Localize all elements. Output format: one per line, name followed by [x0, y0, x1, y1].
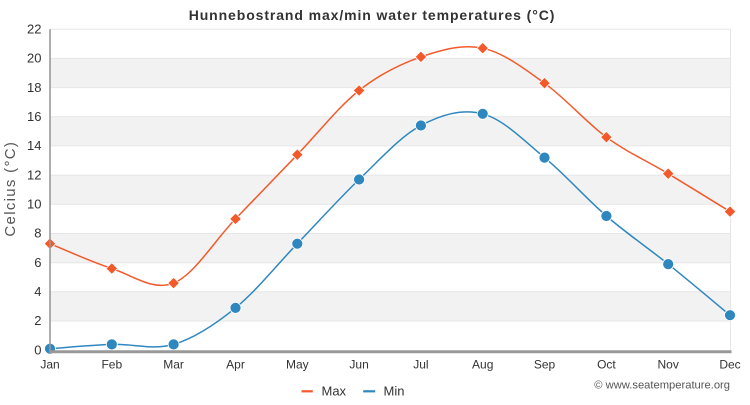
- svg-text:6: 6: [34, 255, 41, 270]
- svg-text:Nov: Nov: [658, 358, 679, 372]
- svg-text:4: 4: [34, 284, 41, 299]
- svg-text:16: 16: [27, 109, 41, 124]
- svg-text:Sep: Sep: [534, 358, 556, 372]
- svg-text:Oct: Oct: [597, 358, 616, 372]
- svg-text:Celcius (°C): Celcius (°C): [2, 141, 19, 237]
- svg-text:0: 0: [34, 342, 41, 357]
- svg-text:Jun: Jun: [349, 358, 368, 372]
- svg-text:Aug: Aug: [472, 358, 493, 372]
- svg-text:Dec: Dec: [719, 358, 740, 372]
- svg-text:Feb: Feb: [101, 358, 122, 372]
- svg-text:22: 22: [27, 21, 41, 36]
- svg-text:© www.seatemperature.org: © www.seatemperature.org: [594, 380, 730, 392]
- svg-text:18: 18: [27, 80, 41, 95]
- svg-text:Jan: Jan: [40, 358, 59, 372]
- svg-text:14: 14: [27, 138, 41, 153]
- svg-text:May: May: [286, 358, 309, 372]
- svg-text:10: 10: [27, 197, 41, 212]
- svg-text:20: 20: [27, 51, 41, 66]
- svg-text:12: 12: [27, 167, 41, 182]
- svg-text:2: 2: [34, 313, 41, 328]
- svg-text:8: 8: [34, 226, 41, 241]
- svg-text:Hunnebostrand max/min water te: Hunnebostrand max/min water temperatures…: [189, 7, 556, 23]
- svg-text:Min: Min: [384, 384, 405, 399]
- svg-text:Max: Max: [322, 384, 347, 399]
- svg-text:Apr: Apr: [226, 358, 245, 372]
- svg-text:Jul: Jul: [413, 358, 428, 372]
- svg-text:Mar: Mar: [163, 358, 184, 372]
